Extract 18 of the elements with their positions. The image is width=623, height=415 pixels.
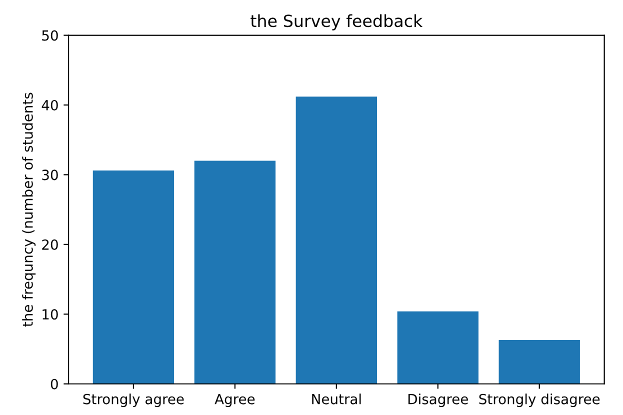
x-tick-label: Strongly disagree [479,394,600,408]
x-tick-label: Agree [214,394,255,408]
y-tick-label: 30 [42,170,58,180]
bar [498,340,580,384]
y-axis-title: the frequncy (number of students [22,92,36,327]
bar [194,160,276,384]
x-tick-label: Neutral [312,394,361,404]
x-tick-label: Disagree [408,394,468,408]
y-tick-label: 20 [42,239,58,250]
y-tick-label: 0 [50,378,58,390]
bar [296,96,378,384]
bar [397,311,478,384]
chart-title: the Survey feedback [250,14,423,30]
x-tick-label: Strongly agree [83,394,184,408]
y-tick-label: 10 [42,309,58,320]
y-tick-label: 50 [42,30,58,41]
bar [92,170,174,384]
y-tick-label: 40 [42,100,58,110]
